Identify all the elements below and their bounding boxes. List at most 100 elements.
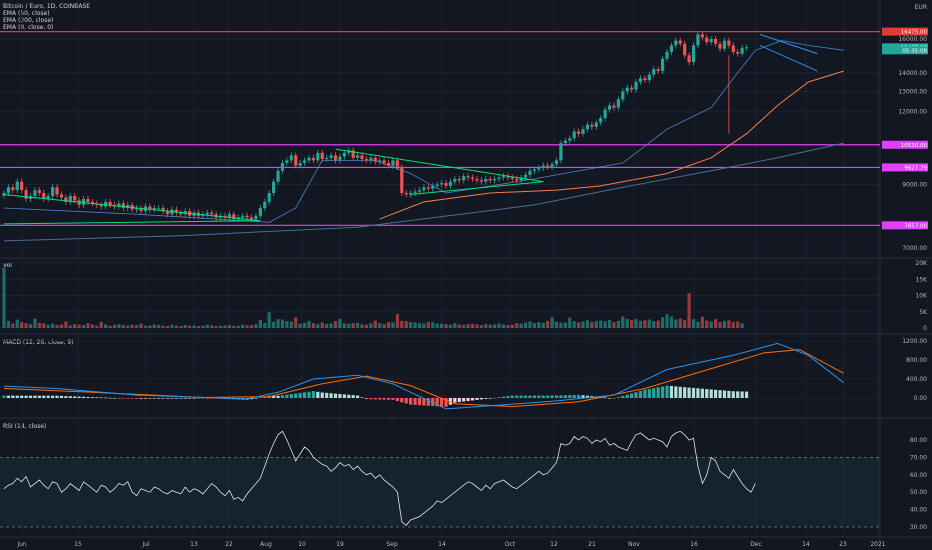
macd-histogram-bar — [426, 398, 430, 406]
candle — [581, 129, 585, 134]
trendline — [3, 193, 261, 222]
candle — [245, 215, 249, 218]
candle — [462, 176, 466, 181]
volume-bar — [532, 323, 536, 328]
macd-histogram-bar — [497, 397, 501, 398]
x-tick-label: 22 — [225, 541, 233, 548]
candle — [736, 51, 740, 54]
volume-bar — [470, 323, 475, 328]
macd-histogram-bar — [431, 398, 435, 407]
macd-histogram-bar — [439, 398, 444, 407]
candle — [470, 177, 475, 179]
ema200-legend[interactable]: EMA (200, close) — [3, 17, 54, 24]
volume-bar — [188, 325, 192, 328]
candle — [320, 152, 324, 160]
candle — [311, 157, 315, 161]
candle — [705, 37, 709, 43]
candle — [594, 122, 598, 127]
macd-histogram-bar — [395, 398, 399, 402]
macd-histogram-bar — [192, 398, 196, 399]
y-tick-label: 70.00 — [910, 454, 927, 461]
candle — [104, 201, 108, 207]
x-tick-label: 15 — [74, 541, 82, 548]
volume-bar — [448, 324, 453, 328]
candle — [448, 181, 453, 186]
x-tick-label: 12 — [550, 541, 558, 548]
volume-bar — [77, 324, 81, 328]
candle — [687, 55, 691, 63]
candle — [607, 105, 612, 110]
volume-bar — [373, 320, 377, 328]
macd-histogram-bar — [104, 397, 108, 399]
ema8-legend[interactable]: EMA (8, close, 0) — [3, 24, 54, 31]
volume-bar — [294, 317, 298, 328]
candle — [696, 34, 700, 46]
volume-bar — [612, 322, 616, 328]
volume-bar — [727, 320, 731, 328]
volume-bar — [426, 321, 430, 328]
volume-bar — [347, 323, 351, 328]
volume-bar — [691, 319, 696, 328]
symbol-title[interactable]: Bitcoin / Euro, 1D, COINBASE — [3, 3, 91, 10]
macd-histogram-bar — [210, 398, 214, 399]
ema50-legend[interactable]: EMA (50, close) — [3, 10, 50, 17]
volume-pane[interactable] — [2, 267, 744, 328]
volume-bar — [607, 319, 612, 328]
macd-histogram-bar — [572, 394, 576, 398]
macd-histogram-bar — [46, 395, 50, 398]
macd-histogram-bar — [581, 395, 585, 398]
volume-bar — [112, 324, 117, 328]
candle — [280, 162, 285, 171]
macd-title[interactable]: MACD (12, 26, close, 9) — [3, 339, 74, 346]
volume-bar — [590, 322, 594, 328]
y-tick-label: 40.00 — [910, 507, 927, 514]
macd-histogram-bar — [740, 391, 744, 398]
macd-histogram-bar — [638, 390, 643, 398]
candle — [546, 165, 550, 167]
macd-histogram-bar — [369, 398, 373, 400]
macd-histogram-bar — [289, 394, 293, 398]
candle — [99, 204, 103, 207]
volume-bar — [652, 321, 656, 328]
volume-bar — [391, 322, 395, 328]
volume-bar — [669, 316, 674, 328]
volume-bar — [95, 325, 99, 328]
macd-histogram-bar — [457, 398, 461, 403]
candle — [77, 200, 81, 205]
candle — [683, 43, 687, 56]
candle — [360, 155, 364, 160]
candle — [55, 187, 59, 195]
volume-bar — [497, 323, 501, 328]
rsi-title[interactable]: RSI (14, close) — [3, 423, 47, 430]
macd-histogram-bar — [59, 395, 64, 398]
ema50-line — [379, 70, 844, 220]
y-tick-label: 30.00 — [910, 524, 927, 531]
macd-histogram-bar — [263, 396, 267, 398]
candle — [117, 203, 121, 207]
volume-bar — [528, 321, 532, 328]
macd-histogram-bar — [466, 398, 470, 401]
macd-histogram-bar — [51, 395, 55, 398]
volume-bar — [51, 323, 55, 328]
x-tick-label: 23 — [839, 541, 847, 548]
macd-histogram-bar — [37, 395, 41, 398]
macd-histogram-bar — [170, 398, 174, 399]
macd-pane[interactable] — [2, 342, 845, 410]
candle — [647, 74, 651, 81]
macd-histogram-bar — [320, 392, 324, 398]
volume-bar — [700, 316, 704, 328]
volume-bar — [382, 324, 386, 328]
rsi-pane[interactable] — [0, 430, 880, 528]
volume-title[interactable]: Vol — [3, 262, 12, 269]
candle — [559, 143, 563, 161]
price-pane[interactable] — [0, 31, 880, 242]
candle — [691, 45, 696, 63]
candle — [86, 198, 90, 202]
volume-bar — [316, 324, 320, 328]
macd-histogram-bar — [42, 395, 46, 398]
candle — [395, 160, 399, 167]
volume-bar — [603, 321, 607, 328]
candle — [108, 201, 112, 205]
